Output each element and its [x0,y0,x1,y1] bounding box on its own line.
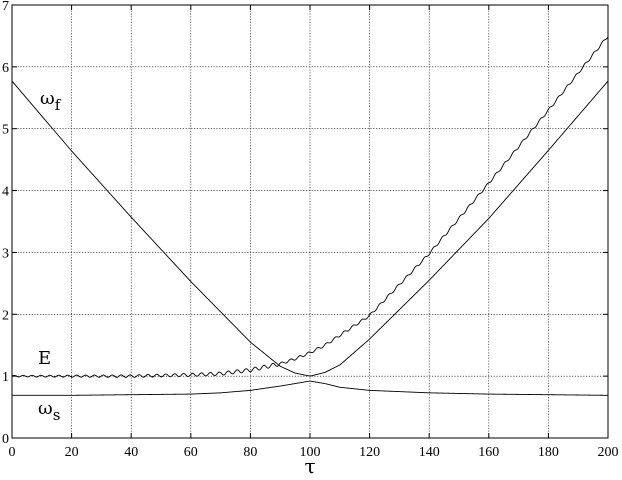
e-symbol: E [38,348,51,369]
x-tick-label: 40 [124,445,138,460]
x-tick-label: 120 [359,445,380,460]
y-tick-label: 7 [2,0,9,14]
y-tick-label: 1 [2,370,9,385]
series-line-omega-f [11,80,609,377]
y-tick-label: 4 [2,185,9,200]
y-tick-label: 5 [2,123,9,138]
omega-s-subscript: s [53,406,61,424]
x-tick-label: 80 [243,445,257,460]
series-line-E [11,36,609,378]
series-lines [11,36,609,396]
omega-s-symbol: ω [38,398,53,419]
omega-f-subscript: f [55,96,62,114]
x-tick-label: 0 [9,445,16,460]
grid [12,5,608,438]
series-label-omega-s: ωs [38,398,60,424]
x-tick-label: 200 [598,445,619,460]
y-tick-label: 2 [2,308,9,323]
y-tick-label: 0 [2,432,9,447]
y-tick-label: 6 [2,61,9,76]
x-tick-label: 160 [478,445,499,460]
series-label-e: E [38,348,51,369]
x-tick-label: 20 [65,445,79,460]
x-axis-label: τ [304,454,315,478]
ticks: 0 20 40 60 80 100 120 140 160 180 200 0 1 2 3 4 5 6 7 [2,0,619,460]
x-tick-label: 180 [538,445,559,460]
omega-f-symbol: ω [40,88,55,109]
x-tick-label: 140 [419,445,440,460]
series-line-omega-s [12,380,609,396]
x-tick-label: 60 [184,445,198,460]
x-tick-label: 100 [300,445,321,460]
y-tick-label: 3 [2,246,9,261]
series-label-omega-f: ωf [40,88,62,114]
